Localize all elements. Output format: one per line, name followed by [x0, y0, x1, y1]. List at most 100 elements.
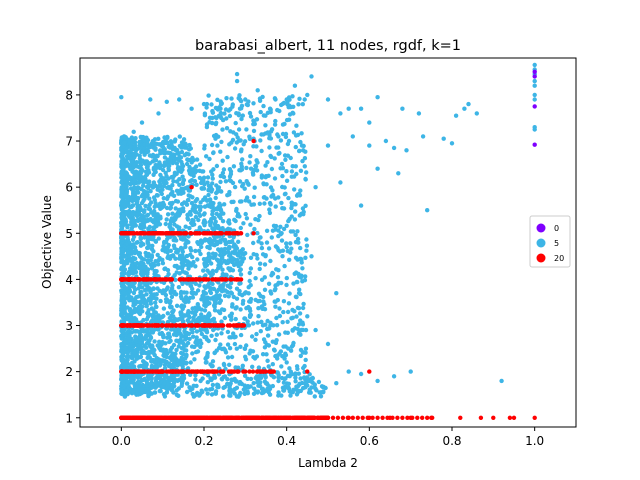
data-point: [285, 319, 290, 324]
data-point: [132, 277, 138, 282]
data-point: [288, 241, 293, 246]
data-point: [187, 188, 192, 193]
data-point: [425, 208, 430, 213]
data-point: [303, 274, 308, 279]
data-point: [300, 386, 306, 391]
data-point: [296, 331, 302, 336]
data-point: [144, 341, 150, 346]
data-point: [195, 317, 200, 322]
data-point: [262, 201, 267, 206]
data-point: [133, 143, 138, 148]
data-point: [227, 385, 232, 390]
data-point: [532, 415, 537, 420]
data-point: [156, 262, 161, 267]
data-point: [158, 172, 163, 178]
data-point: [152, 155, 157, 160]
data-point: [151, 249, 156, 254]
data-point: [179, 304, 184, 309]
data-point: [286, 218, 291, 224]
data-point: [168, 338, 173, 343]
data-point: [312, 385, 317, 390]
data-point: [237, 288, 242, 294]
data-point: [188, 252, 193, 257]
data-point: [148, 258, 153, 263]
data-point: [172, 373, 177, 378]
data-point: [251, 240, 256, 246]
data-point: [262, 345, 268, 350]
data-point: [235, 231, 240, 236]
data-point: [293, 133, 299, 138]
data-point: [303, 177, 308, 182]
data-point: [290, 390, 295, 395]
data-point: [128, 144, 133, 150]
data-point: [304, 243, 310, 248]
data-point: [169, 294, 175, 300]
data-point: [162, 381, 167, 386]
data-point: [121, 202, 126, 208]
data-point: [287, 257, 292, 262]
data-point: [244, 165, 249, 171]
data-point: [183, 337, 188, 342]
data-point: [295, 229, 300, 234]
data-point: [168, 139, 174, 144]
data-point: [119, 369, 124, 374]
data-point: [143, 335, 149, 340]
data-point: [185, 217, 191, 222]
data-point: [267, 384, 272, 389]
data-point: [209, 102, 214, 107]
data-point: [161, 245, 167, 250]
data-point: [242, 316, 247, 321]
data-point: [203, 335, 209, 340]
data-point: [267, 392, 273, 397]
data-point: [153, 239, 159, 244]
data-point: [169, 327, 174, 332]
data-point: [153, 169, 158, 175]
data-point: [158, 149, 164, 155]
data-point: [358, 106, 364, 111]
data-point: [303, 346, 309, 351]
data-point: [238, 225, 243, 231]
data-point: [127, 342, 133, 347]
data-point: [148, 216, 153, 222]
data-point: [183, 224, 188, 229]
data-point: [154, 383, 160, 388]
data-point: [247, 351, 252, 356]
data-point: [254, 158, 259, 163]
data-point: [176, 191, 181, 196]
data-point: [182, 200, 187, 205]
data-point: [198, 328, 203, 333]
data-point: [169, 231, 175, 236]
data-point: [182, 343, 187, 349]
data-point: [185, 277, 191, 282]
data-point: [285, 309, 291, 315]
data-point: [532, 62, 537, 68]
data-point: [190, 222, 195, 228]
data-point: [220, 170, 226, 176]
data-point: [157, 318, 162, 323]
data-point: [226, 294, 231, 299]
data-point: [144, 213, 150, 218]
data-point: [157, 160, 162, 165]
data-point: [256, 217, 261, 223]
data-point: [136, 252, 142, 257]
data-point: [136, 329, 142, 335]
data-point: [391, 145, 397, 151]
data-point: [226, 218, 232, 223]
data-point: [134, 295, 139, 300]
data-point: [195, 306, 200, 311]
data-point: [261, 299, 266, 304]
data-point: [194, 335, 199, 340]
data-point: [303, 357, 308, 363]
data-point: [261, 103, 266, 109]
data-point: [136, 286, 141, 291]
data-point: [152, 390, 158, 395]
data-point: [124, 388, 129, 393]
data-point: [338, 111, 343, 116]
data-point: [281, 299, 287, 304]
data-point: [441, 136, 446, 141]
data-point: [246, 304, 251, 310]
data-point: [251, 231, 256, 236]
data-point: [205, 391, 210, 396]
data-point: [243, 97, 248, 102]
